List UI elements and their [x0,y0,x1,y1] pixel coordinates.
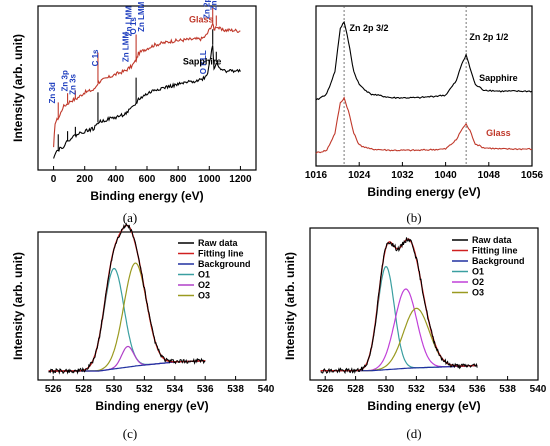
y-axis-label-a: Intensity (arb. unit) [11,34,25,142]
peak-annotation: Zn 2p 3/2 [349,23,388,33]
peak-annotation: Glass [486,128,511,138]
x-tick-label: 528 [347,384,364,395]
x-axis-label-a: Binding energy (eV) [90,189,203,203]
component-o1 [48,267,206,372]
x-tick-label: 1040 [434,170,457,181]
plot-area-b: Zn 2p 3/2 Zn 2p 1/2 Sapphire Glass [315,6,533,166]
x-axis-label-c: Binding energy (eV) [95,399,208,413]
x-tick-label: 530 [106,384,123,395]
x-tick-label: 532 [408,384,425,395]
series-line-sapphire [53,45,241,159]
legend-label: O2 [198,280,210,290]
peak-annotation: O 1s [129,17,138,35]
x-tick-label: 532 [136,384,153,395]
x-ticks-c: 526 528 530 532 534 536 538 540 [45,376,275,395]
x-tick-label: 530 [378,384,395,395]
peak-annotation: Glass [189,14,214,24]
raw-data-line [48,222,206,375]
plot-frame-b [315,5,533,167]
panel-label-c: (c) [123,426,137,441]
x-tick-label: 538 [499,384,516,395]
fitting-line [48,224,206,372]
x-tick-label: 1016 [305,170,328,181]
plot-frame-d [309,227,539,381]
peak-annotation: Zn 2p 1/2 [469,32,508,42]
plot-area-d [320,237,478,375]
x-tick-label: 534 [438,384,455,395]
x-tick-label: 1000 [198,174,221,185]
legend-label: Fitting line [472,246,518,256]
peak-annotation: Zn LMM [121,32,130,63]
x-tick-label: 526 [317,384,334,395]
peak-annotation: Zn 3s [68,73,77,94]
panel-d: 526 528 530 532 534 536 538 540 Raw dataFitting… [283,227,547,441]
peak-annotation: Sapphire [183,57,222,67]
x-ticks-b: 1016 1024 1032 1040 1048 1056 [305,162,544,181]
x-tick-label: 1056 [521,170,544,181]
peak-annotation: Sapphire [479,73,518,83]
x-tick-label: 528 [75,384,92,395]
peak-annotation: Zn 3p [61,70,70,91]
x-tick-label: 536 [197,384,214,395]
component-o2 [320,288,478,372]
plot-area-c [48,222,206,375]
x-tick-label: 526 [45,384,62,395]
legend-label: O3 [198,291,210,301]
raw-data-line [320,237,478,375]
component-o3 [48,262,206,372]
x-axis-label-b: Binding energy (eV) [367,185,480,199]
plot-frame-c [37,231,267,381]
peak-annotation: O KLL [199,50,208,74]
peak-annotation: Zn 3d [48,82,57,103]
x-tick-label: 540 [530,384,547,395]
panel-label-b: (b) [406,210,421,225]
x-tick-label: 200 [76,174,93,185]
x-ticks-a: 0 200 400 600 800 1000 1200 [51,166,252,185]
legend-label: Fitting line [198,249,244,259]
x-tick-label: 0 [51,174,57,185]
legend-label: O1 [198,270,210,280]
x-tick-label: 538 [227,384,244,395]
x-tick-label: 1048 [478,170,501,181]
peak-annotation: C 1s [91,49,100,66]
series-line-glass [53,22,241,148]
peak-annotation: Zn LMM [124,6,133,37]
x-ticks-d: 526 528 530 532 534 536 538 540 [317,376,547,395]
x-tick-label: 1024 [348,170,371,181]
legend-label: Raw data [472,235,513,245]
x-tick-label: 400 [108,174,125,185]
y-axis-label-d: Intensity (arb. unit) [283,252,297,360]
legend-label: O1 [472,267,484,277]
series-line-sapphire [315,20,533,101]
x-tick-label: 534 [166,384,183,395]
series-line-glass [315,96,533,154]
legend-label: O3 [472,288,484,298]
x-tick-label: 800 [170,174,187,185]
legend-label: Background [472,256,525,266]
x-tick-label: 600 [139,174,156,185]
x-tick-label: 1032 [391,170,414,181]
x-tick-label: 540 [258,384,275,395]
y-axis-label-c: Intensity (arb. unit) [11,252,25,360]
peak-annotation: Zn LMM [137,1,146,32]
x-tick-label: 536 [469,384,486,395]
panel-label-d: (d) [406,426,421,441]
peak-annotation: Zn 2p 1/2 [209,0,218,10]
legend-label: Background [198,259,251,269]
panel-b: Zn 2p 3/2 Zn 2p 1/2 Sapphire Glass 1016 1024… [305,5,544,225]
legend-label: O2 [472,277,484,287]
peak-annotation: Zn 2p 3/2 [202,0,211,19]
panel-c: 526 528 530 532 534 536 538 540 Raw dataFitting… [11,222,275,441]
x-axis-label-d: Binding energy (eV) [367,399,480,413]
legend-label: Raw data [198,238,239,248]
x-tick-label: 1200 [229,174,252,185]
panel-label-a: (a) [123,210,137,225]
